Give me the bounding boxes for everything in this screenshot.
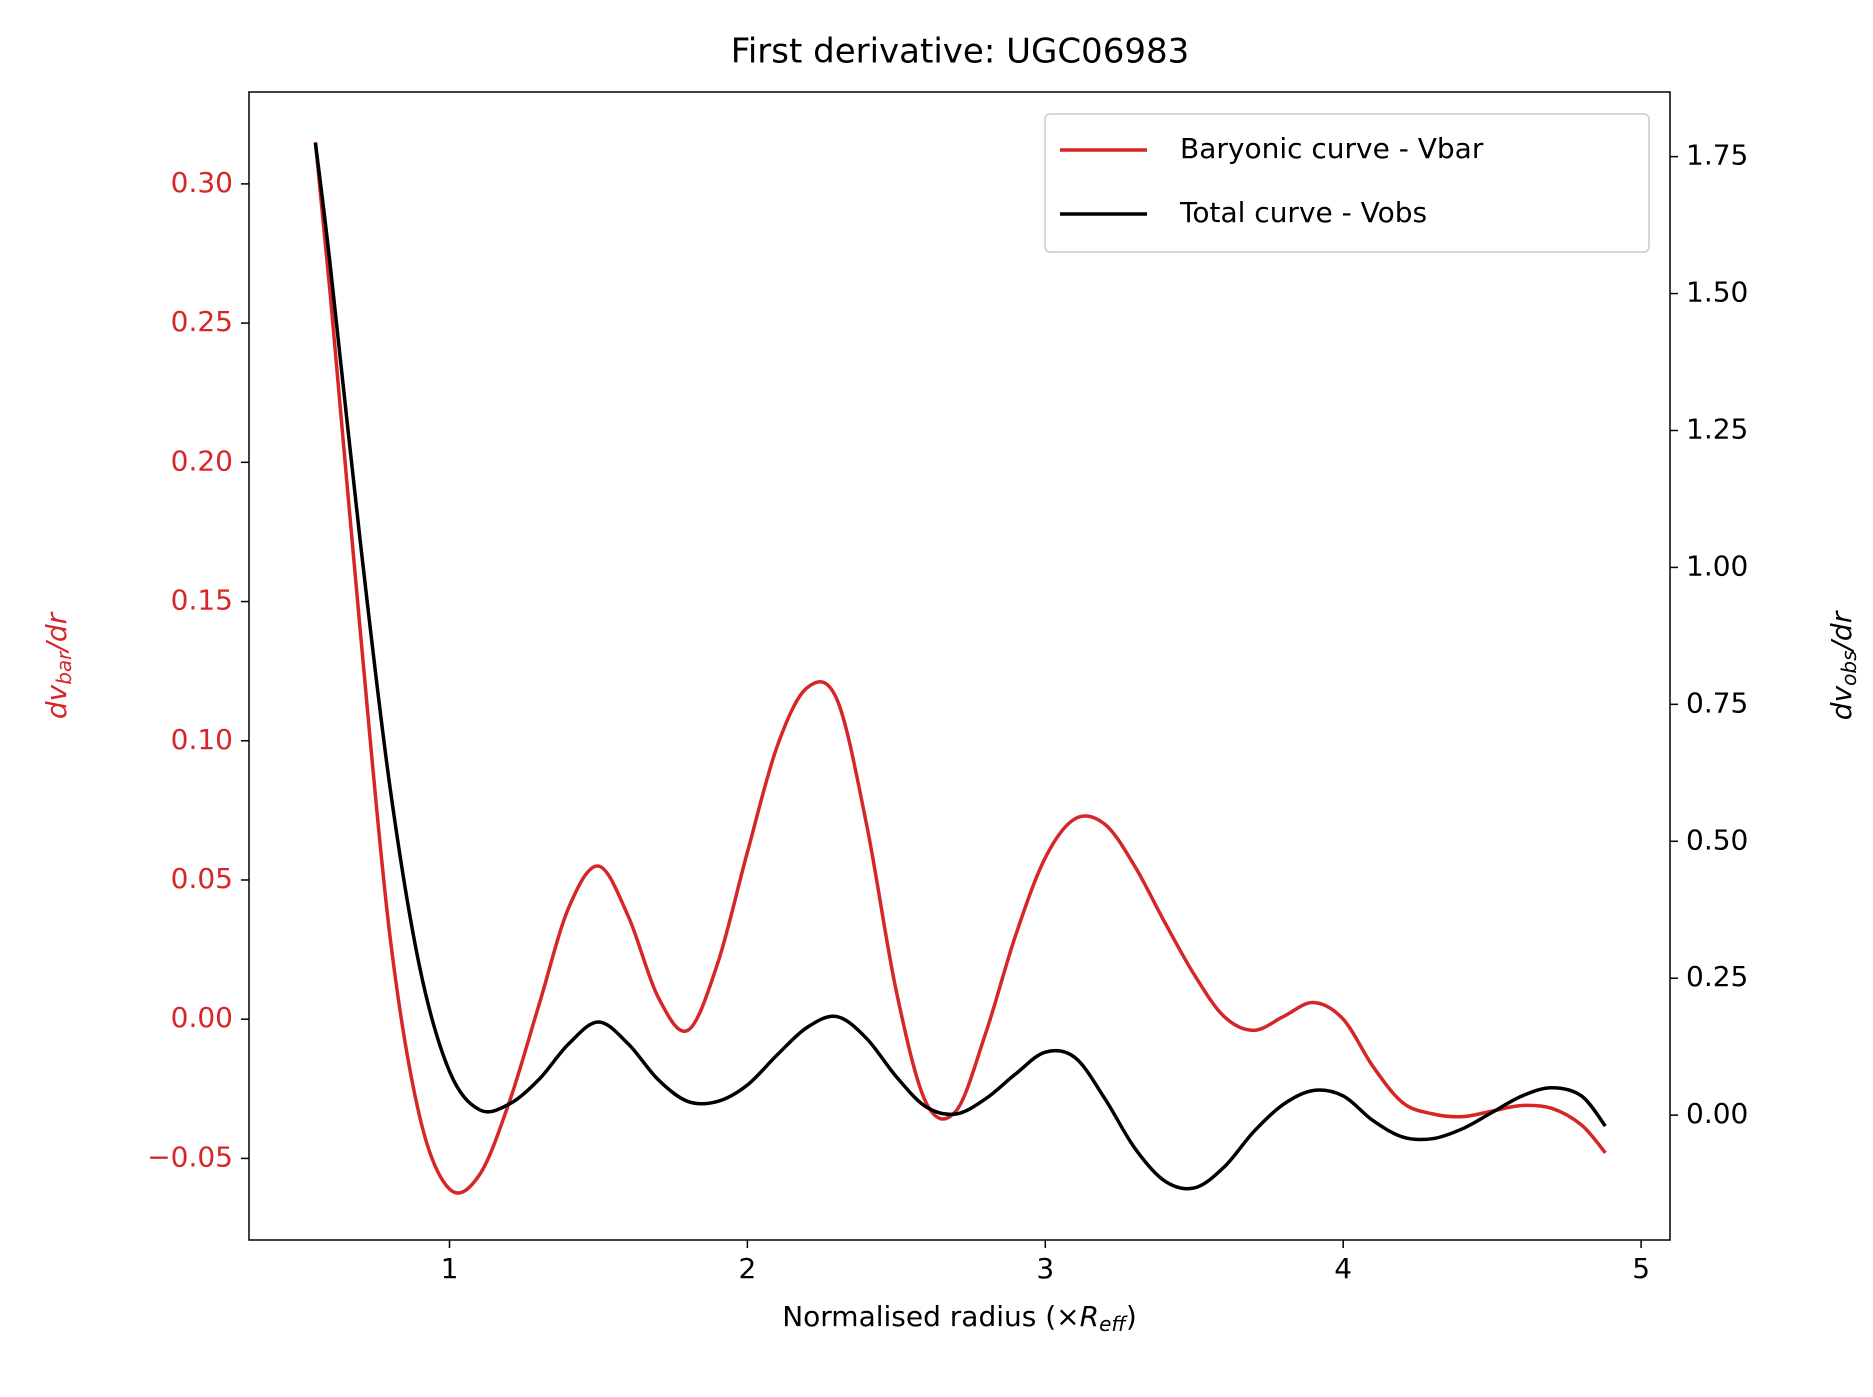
y2-tick-label: 1.50: [1686, 276, 1748, 309]
y2-axis-label-rest: /dr: [1825, 610, 1858, 653]
legend-label: Baryonic curve - Vbar: [1180, 132, 1484, 165]
x-label-close: ): [1126, 1300, 1137, 1333]
y-axis-label: dvbar/dr: [40, 611, 76, 719]
y-tick-label: 0.30: [171, 166, 233, 199]
y2-tick-label: 1.00: [1686, 549, 1748, 582]
plot-frame: [248, 91, 1671, 1241]
y-axis-label-symbol: dv: [40, 684, 73, 719]
x-label-text: Normalised radius (×: [782, 1300, 1079, 1333]
y-tick-label: 0.05: [171, 862, 233, 895]
y-tick-label: −0.05: [147, 1140, 233, 1173]
x-tick-label: 3: [1036, 1252, 1054, 1285]
y2-tick-label: 0.75: [1686, 686, 1748, 719]
x-axis-label: Normalised radius (×Reff): [782, 1300, 1137, 1336]
y-axis-label-rest: /dr: [40, 611, 73, 654]
y2-tick-label: 0.25: [1686, 960, 1748, 993]
series-line: [313, 142, 1607, 1191]
chart-title: First derivative: UGC06983: [731, 32, 1189, 72]
y2-axis-label: dvobs/dr: [1825, 610, 1861, 720]
x-label-subscript: eff: [1099, 1312, 1128, 1336]
y2-tick-label: 1.75: [1686, 139, 1748, 172]
x-tick-label: 4: [1334, 1252, 1352, 1285]
y2-axis-label-subscript: obs: [1837, 651, 1861, 686]
x-tick-label: 2: [738, 1252, 756, 1285]
series-line: [313, 141, 1607, 1195]
y-tick-label: 0.10: [171, 723, 233, 756]
y2-axis-label-symbol: dv: [1825, 685, 1858, 720]
y2-tick-label: 0.50: [1686, 823, 1748, 856]
y-tick-label: 0.20: [171, 444, 233, 477]
x-label-symbol: R: [1080, 1300, 1099, 1333]
y2-tick-label: 0.00: [1686, 1097, 1748, 1130]
x-tick-label: 5: [1632, 1252, 1650, 1285]
y-tick-label: 0.00: [171, 1001, 233, 1034]
y-tick-label: 0.25: [171, 305, 233, 338]
y2-tick-label: 1.25: [1686, 412, 1748, 445]
legend-box: [1044, 113, 1650, 253]
y-axis-label-subscript: bar: [52, 650, 76, 685]
y-tick-label: 0.15: [171, 584, 233, 617]
x-tick-label: 1: [441, 1252, 459, 1285]
legend-label: Total curve - Vobs: [1179, 196, 1427, 229]
